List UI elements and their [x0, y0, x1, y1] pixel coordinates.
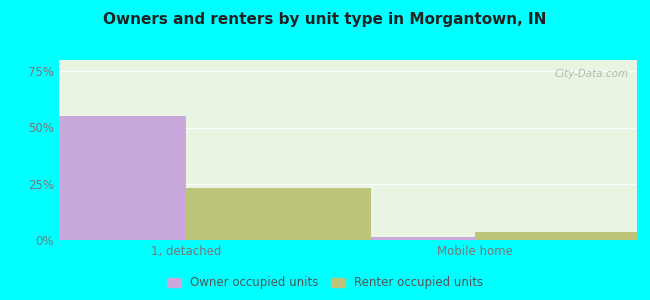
Text: City-Data.com: City-Data.com — [554, 69, 629, 79]
Legend: Owner occupied units, Renter occupied units: Owner occupied units, Renter occupied un… — [162, 272, 488, 294]
Text: Owners and renters by unit type in Morgantown, IN: Owners and renters by unit type in Morga… — [103, 12, 547, 27]
Bar — [1, 116, 186, 240]
Bar — [475, 232, 650, 240]
Bar — [186, 188, 371, 240]
Bar — [290, 237, 475, 240]
